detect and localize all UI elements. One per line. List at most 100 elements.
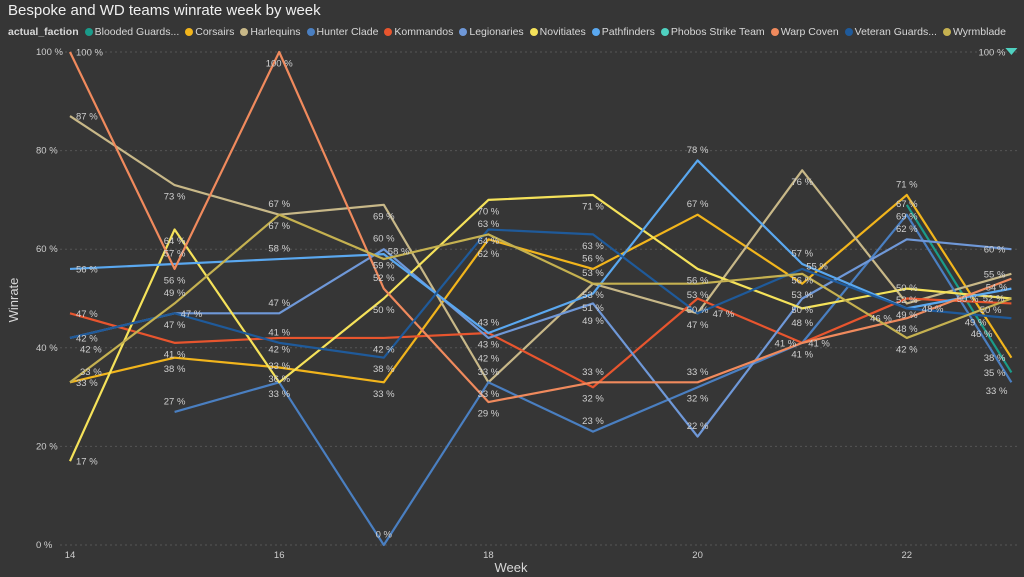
data-label: 67 % [687, 199, 709, 210]
series-line-veteran-guards[interactable] [69, 228, 1012, 359]
data-label: 49 % [164, 288, 186, 299]
series-line-harlequins[interactable] [69, 115, 1012, 384]
legend-label: Wyrmblade [952, 26, 1006, 38]
legend-item-blooded-guards[interactable]: Blooded Guards... [84, 26, 180, 38]
x-tick-label: 22 [902, 550, 913, 561]
data-label: 58 % [388, 247, 410, 258]
data-label: 47 % [181, 309, 203, 320]
data-label: 42 % [896, 344, 918, 355]
legend-marker-icon [942, 28, 951, 36]
legend-label: Legionaries [469, 26, 524, 38]
data-label: 48 % [791, 318, 813, 329]
data-label: 41 % [268, 327, 290, 338]
series-line-kommandos[interactable] [69, 297, 1012, 389]
chart-title: Bespoke and WD teams winrate week by wee… [8, 2, 321, 19]
legend-marker-icon [240, 28, 249, 36]
data-label: 53 % [582, 290, 604, 301]
data-label: 57 % [164, 248, 186, 259]
legend-item-phobos-strike-team[interactable]: Phobos Strike Team [660, 26, 765, 38]
data-label: 69 % [896, 211, 918, 222]
point-marker-phobos-strike-team[interactable] [1005, 48, 1018, 55]
data-label: 50 % [896, 283, 918, 294]
data-label: 67 % [268, 199, 290, 210]
data-label: 50 % [957, 294, 979, 305]
data-label: 33 % [986, 386, 1008, 397]
legend-label: Blooded Guards... [94, 26, 180, 38]
data-labels: 100 %87 %56 %47 %42 %42 %33 %33 %17 %73 … [76, 48, 1008, 541]
legend-item-corsairs[interactable]: Corsairs [185, 26, 234, 38]
legend-item-legionaries[interactable]: Legionaries [459, 26, 524, 38]
data-label: 33 % [478, 389, 500, 400]
data-label: 67 % [268, 221, 290, 232]
data-label: 64 % [164, 236, 186, 247]
series-line-legionaries[interactable] [69, 238, 1012, 438]
data-label: 54 % [986, 282, 1008, 293]
data-label: 33 % [478, 367, 500, 378]
data-label: 41 % [808, 338, 830, 349]
data-label: 38 % [373, 364, 395, 375]
data-label: 50 % [980, 305, 1002, 316]
series-line-pathfinders[interactable] [69, 159, 1012, 335]
data-label: 42 % [268, 344, 290, 355]
data-label: 76 % [791, 177, 813, 188]
data-label: 49 % [965, 317, 987, 328]
data-label: 78 % [687, 145, 709, 156]
data-label: 50 % [687, 305, 709, 316]
legend-label: Novitiates [539, 26, 586, 38]
legend-item-kommandos[interactable]: Kommandos [384, 26, 453, 38]
data-label: 47 % [76, 309, 98, 320]
legend-marker-icon [459, 28, 468, 36]
x-tick-label: 20 [692, 550, 703, 561]
legend-marker-icon [185, 28, 194, 36]
data-label: 41 % [164, 349, 186, 360]
y-tick-label: 100 % [36, 47, 63, 58]
data-label: 22 % [687, 421, 709, 432]
data-label: 33 % [76, 378, 98, 389]
data-label: 49 % [896, 310, 918, 321]
legend-label: Warp Coven [780, 26, 839, 38]
data-label: 48 % [922, 304, 944, 315]
y-axis-ticks: 0 % 20 % 40 % 60 % 80 % 100 % [36, 47, 63, 551]
legend-items: Blooded Guards... Corsairs Harlequins Hunte… [84, 26, 1012, 38]
grid [60, 51, 1020, 546]
legend-item-wyrmblade[interactable]: Wyrmblade [942, 26, 1006, 38]
data-label: 42 % [478, 353, 500, 364]
series-line-corsairs[interactable] [69, 193, 1013, 384]
data-label: 67 % [896, 199, 918, 210]
data-label: 33 % [268, 361, 290, 372]
x-tick-label: 18 [483, 550, 494, 561]
data-label: 56 % [687, 275, 709, 286]
data-label: 52 % [983, 294, 1005, 305]
data-label: 42 % [76, 333, 98, 344]
legend-item-hunter-clade[interactable]: Hunter Clade [306, 26, 378, 38]
legend-item-novitiates[interactable]: Novitiates [529, 26, 586, 38]
data-label: 27 % [164, 396, 186, 407]
legend-item-warp-coven[interactable]: Warp Coven [770, 26, 839, 38]
legend-marker-icon [384, 28, 393, 36]
data-label: 57 % [791, 248, 813, 259]
data-label: 52 % [896, 295, 918, 306]
legend-item-harlequins[interactable]: Harlequins [240, 26, 301, 38]
series-line-warp-coven[interactable] [69, 50, 1012, 404]
data-label: 56 % [76, 264, 98, 275]
data-label: 33 % [80, 367, 102, 378]
legend-marker-icon [844, 28, 853, 36]
legend-item-pathfinders[interactable]: Pathfinders [591, 26, 655, 38]
y-tick-label: 0 % [36, 540, 53, 551]
legend-marker-icon [529, 28, 538, 36]
data-label: 59 % [373, 261, 395, 272]
data-label: 56 % [164, 275, 186, 286]
data-label: 33 % [687, 367, 709, 378]
data-label: 100 % [266, 59, 293, 70]
legend-marker-icon [84, 28, 93, 36]
data-label: 100 % [76, 48, 103, 59]
legend-item-veteran-guards[interactable]: Veteran Guards... [844, 26, 937, 38]
series-line-wyrmblade[interactable] [69, 213, 1012, 384]
data-label: 63 % [582, 241, 604, 252]
series-line-hunter-clade[interactable] [174, 213, 1013, 547]
series-line-novitiates[interactable] [68, 193, 1012, 462]
data-label: 50 % [373, 305, 395, 316]
data-label: 71 % [896, 179, 918, 190]
data-label: 35 % [984, 368, 1006, 379]
